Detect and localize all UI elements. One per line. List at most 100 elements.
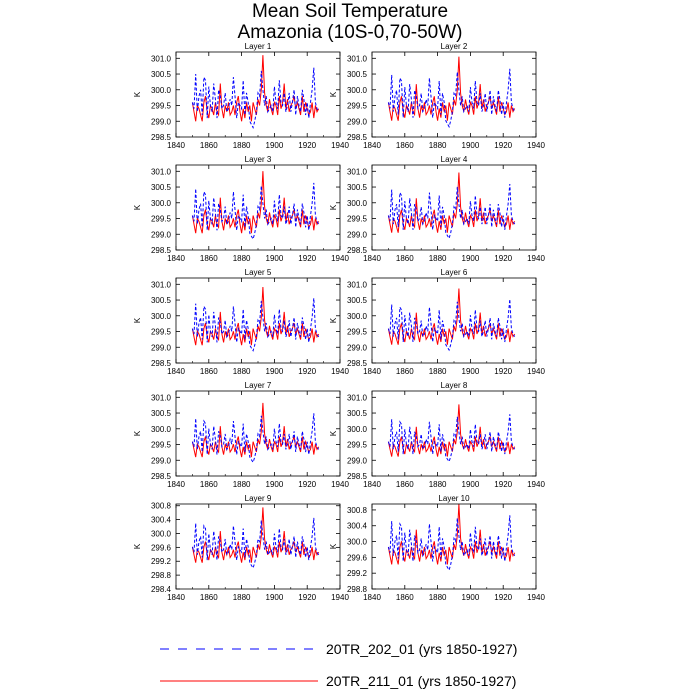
panel-frame [371,51,537,138]
x-tick-label: 1840 [167,593,185,602]
y-tick-label: 298.5 [347,359,368,368]
x-tick-label: 1940 [527,593,545,602]
series-line-202-01 [191,413,320,464]
series-line-202-01 [191,67,320,129]
x-tick-label: 1880 [233,254,251,263]
panel-frame [371,164,537,251]
panel-frame [175,503,341,590]
y-tick-label: 300.5 [151,296,172,305]
y-tick-label: 301.0 [151,167,172,176]
series-line-211-01 [191,171,320,234]
x-tick-label: 1860 [396,480,414,489]
panel-title: Layer 10 [438,494,470,503]
y-tick-label: 299.0 [347,230,368,239]
x-tick-label: 1920 [494,480,512,489]
x-tick-label: 1940 [527,367,545,376]
x-tick-label: 1880 [233,141,251,150]
series-line-202-01 [191,517,320,570]
x-tick-label: 1860 [396,141,414,150]
series-line-211-01 [387,404,516,457]
x-tick-label: 1920 [494,254,512,263]
x-tick-label: 1840 [167,141,185,150]
x-tick-label: 1900 [266,480,284,489]
series-line-211-01 [387,172,516,233]
y-tick-label: 299.5 [151,328,172,337]
y-tick-label: 298.5 [347,472,368,481]
series-line-211-01 [191,402,320,458]
series-line-202-01 [387,183,516,240]
panel-frame [175,277,341,364]
x-tick-label: 1940 [331,141,349,150]
panel-layer-9: Layer 9 K 1840 1860 1880 1900 1920 1940 298.4 298… [133,494,349,602]
y-tick-label: 301.0 [347,167,368,176]
x-tick-label: 1940 [527,141,545,150]
panel-frame [371,277,537,364]
series-line-211-01 [387,288,516,345]
y-tick-label: 300.0 [151,312,172,321]
y-tick-label: 299.6 [151,543,172,552]
series-line-211-01 [387,56,516,121]
y-axis-label: K [133,430,142,436]
panel-title: Layer 8 [441,381,468,390]
x-tick-label: 1920 [298,254,316,263]
y-tick-label: 299.5 [347,328,368,337]
x-tick-label: 1920 [494,141,512,150]
y-tick-label: 300.5 [151,183,172,192]
panel-layer-1: Layer 1 K 1840 1860 1880 1900 1920 1940 298.5 299… [133,42,349,150]
panel-title: Layer 7 [245,381,272,390]
legend-label-202-01: 20TR_202_01 (yrs 1850-1927) [326,641,517,657]
figure-title-line-1: Mean Soil Temperature [252,1,448,22]
x-tick-label: 1940 [331,367,349,376]
panel-title: Layer 4 [441,155,468,164]
y-tick-label: 299.5 [151,102,172,111]
y-tick-label: 298.8 [151,571,172,580]
x-tick-label: 1900 [462,480,480,489]
series-line-202-01 [387,515,516,572]
y-tick-label: 300.0 [151,529,172,538]
y-tick-label: 298.4 [151,585,172,594]
x-tick-label: 1840 [363,254,381,263]
y-tick-label: 301.0 [151,54,172,63]
x-tick-label: 1940 [527,254,545,263]
x-tick-label: 1940 [331,480,349,489]
panel-title: Layer 6 [441,268,468,277]
y-tick-label: 300.0 [151,199,172,208]
y-axis-label: K [329,204,338,210]
x-tick-label: 1880 [429,480,447,489]
y-tick-label: 301.0 [151,280,172,289]
panel-title: Layer 3 [245,155,272,164]
y-axis-label: K [329,91,338,97]
panel-title: Layer 5 [245,268,272,277]
panel-frame [371,390,537,477]
x-tick-label: 1860 [396,254,414,263]
legend-label-211-01: 20TR_211_01 (yrs 1850-1927) [326,673,516,689]
y-tick-label: 298.5 [151,133,172,142]
y-tick-label: 298.8 [347,585,368,594]
y-tick-label: 300.5 [347,409,368,418]
x-tick-label: 1900 [462,141,480,150]
y-tick-label: 299.0 [347,456,368,465]
x-tick-label: 1880 [233,593,251,602]
y-tick-label: 298.5 [151,359,172,368]
y-tick-label: 300.0 [347,538,368,547]
x-tick-label: 1880 [429,367,447,376]
x-tick-label: 1860 [200,367,218,376]
x-tick-label: 1900 [462,254,480,263]
x-tick-label: 1880 [233,480,251,489]
series-line-202-01 [387,414,516,463]
y-axis-label: K [329,317,338,323]
x-tick-label: 1920 [298,593,316,602]
x-tick-label: 1900 [266,367,284,376]
y-tick-label: 298.5 [151,472,172,481]
series-line-211-01 [191,55,320,122]
y-tick-label: 300.0 [347,425,368,434]
x-tick-label: 1940 [527,480,545,489]
y-tick-label: 300.8 [347,506,368,515]
panel-frame [175,390,341,477]
y-tick-label: 300.5 [347,70,368,79]
panel-title: Layer 1 [245,42,272,51]
panel-layer-5: Layer 5 K 1840 1860 1880 1900 1920 1940 298.5 299… [133,268,349,376]
